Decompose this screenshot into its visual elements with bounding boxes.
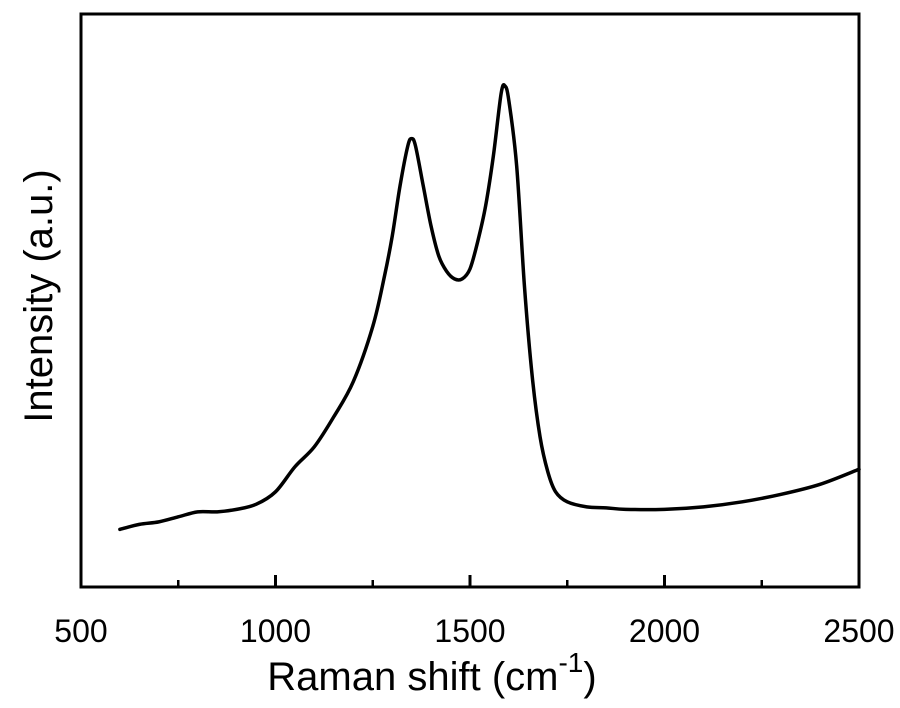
x-tick-label: 1500 (434, 613, 505, 649)
x-ticks (79, 575, 861, 587)
x-tick-label: 2000 (629, 613, 700, 649)
x-tick-label: 2500 (823, 613, 894, 649)
y-axis-title: Intensity (a.u.) (17, 169, 61, 422)
x-tick-label: 500 (54, 613, 107, 649)
spectrum-line (118, 82, 861, 532)
x-tick-labels: 500 1000 1500 2000 2500 (54, 613, 894, 649)
x-tick-label: 1000 (240, 613, 311, 649)
x-axis-title: Raman shift (cm-1) (267, 647, 596, 699)
